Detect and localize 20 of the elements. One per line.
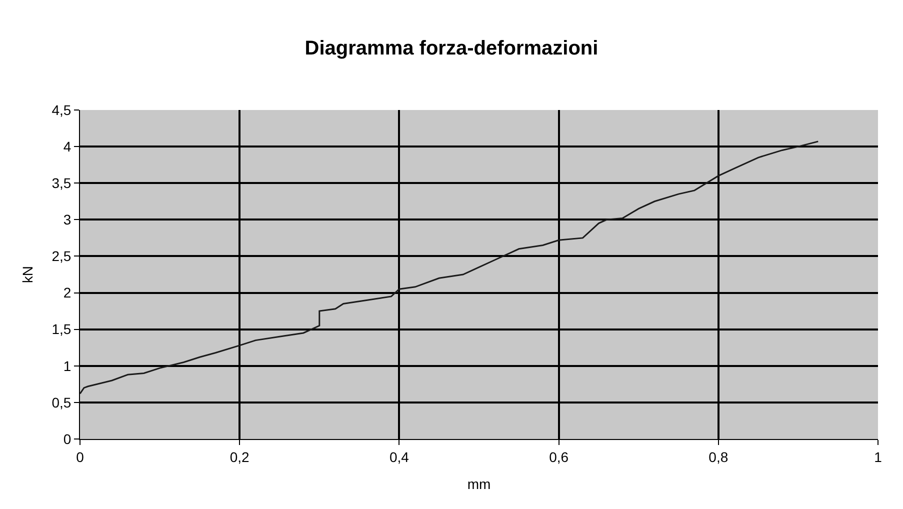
- y-tick-label: 2: [63, 284, 72, 301]
- y-axis-title: kN: [19, 266, 36, 284]
- x-axis-title: mm: [467, 476, 491, 492]
- y-tick-label: 4,5: [52, 102, 72, 118]
- y-tick-label: 1,5: [52, 321, 72, 338]
- y-tick-label: 4: [63, 138, 72, 154]
- y-tick-label: 1: [63, 358, 72, 374]
- x-tick-label: 0,2: [230, 448, 250, 465]
- x-tick-label: 0,8: [708, 448, 728, 465]
- x-tick-label: 0,6: [549, 448, 569, 465]
- line-series: [80, 140, 819, 394]
- y-tick-label: 0: [63, 430, 72, 447]
- x-tick-label: 1: [874, 448, 882, 465]
- x-tick-label: 0: [76, 448, 84, 465]
- chart-title: Diagramma forza-deformazioni: [304, 38, 598, 60]
- y-tick-label: 0,5: [52, 394, 72, 410]
- y-tick-label: 2,5: [52, 248, 72, 264]
- y-tick-label: 3: [63, 212, 72, 228]
- y-tick-label: 3,5: [52, 175, 72, 192]
- x-tick-label: 0,4: [389, 448, 410, 465]
